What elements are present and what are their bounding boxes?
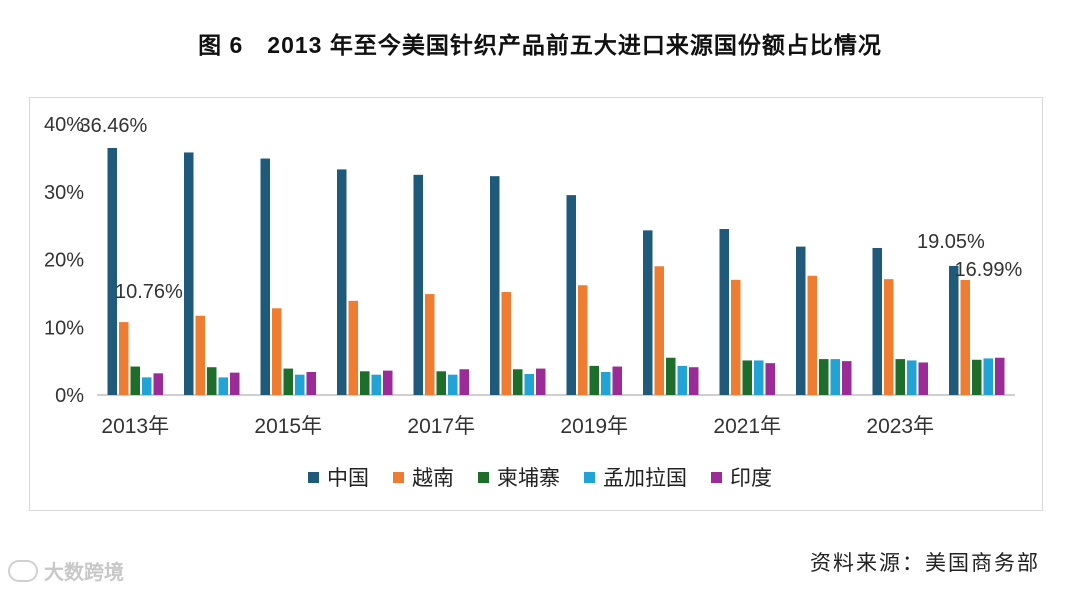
data-label: 36.46%: [80, 115, 148, 137]
bar-越南-2016年: [348, 300, 358, 395]
y-tick-label: 40%: [44, 114, 84, 136]
bar-印度-2022年: [842, 361, 852, 395]
legend-swatch: [478, 471, 489, 483]
legend-label: 孟加拉国: [603, 467, 687, 490]
bar-孟加拉国-2021年: [754, 360, 764, 395]
bar-越南-2020年: [654, 266, 664, 395]
legend-item: 中国: [308, 462, 369, 492]
x-tick-label: 2013年: [101, 415, 169, 438]
bar-柬埔寨-2013年: [130, 366, 140, 395]
y-tick-label: 20%: [44, 250, 84, 272]
bar-孟加拉国-2019年: [601, 371, 611, 395]
bar-柬埔寨-2019年: [589, 365, 599, 395]
bar-越南-2014年: [195, 315, 205, 395]
bar-柬埔寨-2024年: [972, 359, 982, 395]
bar-孟加拉国-2018年: [524, 373, 534, 395]
legend-item: 越南: [393, 462, 454, 492]
bar-越南-2024年: [960, 279, 970, 395]
bar-柬埔寨-2020年: [666, 357, 676, 395]
bar-柬埔寨-2014年: [207, 367, 217, 395]
bar-中国-2013年: [107, 147, 117, 395]
bar-柬埔寨-2017年: [436, 371, 446, 395]
bar-孟加拉国-2016年: [371, 374, 381, 395]
bar-印度-2024年: [995, 357, 1005, 395]
legend-item: 柬埔寨: [478, 462, 560, 492]
bar-印度-2014年: [230, 372, 240, 395]
bar-越南-2017年: [425, 294, 435, 395]
bar-柬埔寨-2021年: [742, 360, 752, 395]
legend-item: 孟加拉国: [584, 462, 687, 492]
bar-中国-2023年: [872, 247, 882, 395]
x-tick-label: 2019年: [560, 415, 628, 438]
chart-legend: 中国 越南 柬埔寨 孟加拉国 印度: [0, 462, 1080, 492]
bar-印度-2018年: [536, 368, 546, 395]
y-tick-label: 30%: [44, 182, 84, 204]
legend-label: 越南: [412, 467, 454, 490]
bar-中国-2018年: [490, 176, 500, 395]
x-tick-label: 2015年: [254, 415, 322, 438]
bar-中国-2021年: [719, 229, 729, 395]
bar-印度-2019年: [612, 366, 622, 395]
watermark: 大数跨境: [8, 556, 124, 585]
bar-中国-2019年: [566, 195, 576, 395]
bar-中国-2016年: [337, 169, 347, 395]
bar-越南-2019年: [578, 285, 588, 395]
y-tick-label: 10%: [44, 317, 84, 339]
legend-item: 印度: [711, 462, 772, 492]
bar-印度-2016年: [383, 370, 393, 395]
bar-印度-2015年: [306, 371, 316, 395]
bar-中国-2024年: [949, 265, 959, 395]
bar-越南-2021年: [731, 279, 741, 395]
bar-印度-2017年: [459, 369, 469, 395]
x-tick-label: 2017年: [407, 415, 475, 438]
bar-中国-2015年: [260, 158, 270, 395]
bar-印度-2013年: [153, 373, 163, 395]
bar-柬埔寨-2023年: [895, 359, 905, 395]
legend-label: 柬埔寨: [497, 467, 560, 490]
x-tick-label: 2023年: [866, 415, 934, 438]
bar-中国-2022年: [796, 246, 806, 395]
chart-title: 图 6 2013 年至今美国针织产品前五大进口来源国份额占比情况: [198, 32, 882, 58]
bar-中国-2017年: [413, 174, 423, 395]
bar-越南-2022年: [807, 275, 817, 395]
legend-swatch: [308, 471, 319, 483]
bar-越南-2015年: [272, 308, 282, 395]
bar-越南-2023年: [884, 279, 894, 395]
bar-孟加拉国-2017年: [448, 374, 458, 395]
bar-孟加拉国-2023年: [907, 360, 917, 395]
bar-中国-2020年: [643, 230, 653, 395]
bar-柬埔寨-2018年: [513, 369, 523, 395]
x-tick-label: 2021年: [713, 415, 781, 438]
bar-孟加拉国-2020年: [677, 365, 687, 395]
y-tick-label: 0%: [55, 385, 84, 407]
legend-label: 中国: [327, 467, 369, 490]
watermark-logo-icon: [8, 559, 38, 582]
source-note: 资料来源：美国商务部: [810, 551, 1040, 575]
bar-孟加拉国-2014年: [218, 377, 228, 395]
bar-中国-2014年: [184, 152, 194, 395]
bar-柬埔寨-2022年: [819, 359, 829, 395]
data-label: 19.05%: [917, 231, 985, 253]
data-label: 16.99%: [955, 259, 1023, 281]
legend-swatch: [393, 471, 404, 483]
bar-印度-2023年: [918, 362, 928, 395]
bar-印度-2020年: [689, 367, 699, 395]
bar-孟加拉国-2024年: [983, 358, 993, 395]
bar-越南-2018年: [501, 292, 511, 395]
bar-印度-2021年: [765, 363, 775, 395]
bar-柬埔寨-2015年: [283, 368, 293, 395]
data-label: 10.76%: [115, 281, 183, 303]
bar-孟加拉国-2013年: [142, 377, 152, 395]
watermark-text: 大数跨境: [44, 562, 124, 584]
legend-swatch: [584, 471, 595, 483]
bar-孟加拉国-2022年: [830, 359, 840, 395]
bar-柬埔寨-2016年: [360, 371, 370, 395]
legend-swatch: [711, 471, 722, 483]
bar-越南-2013年: [119, 322, 129, 395]
legend-label: 印度: [730, 467, 772, 490]
bar-孟加拉国-2015年: [295, 374, 305, 395]
